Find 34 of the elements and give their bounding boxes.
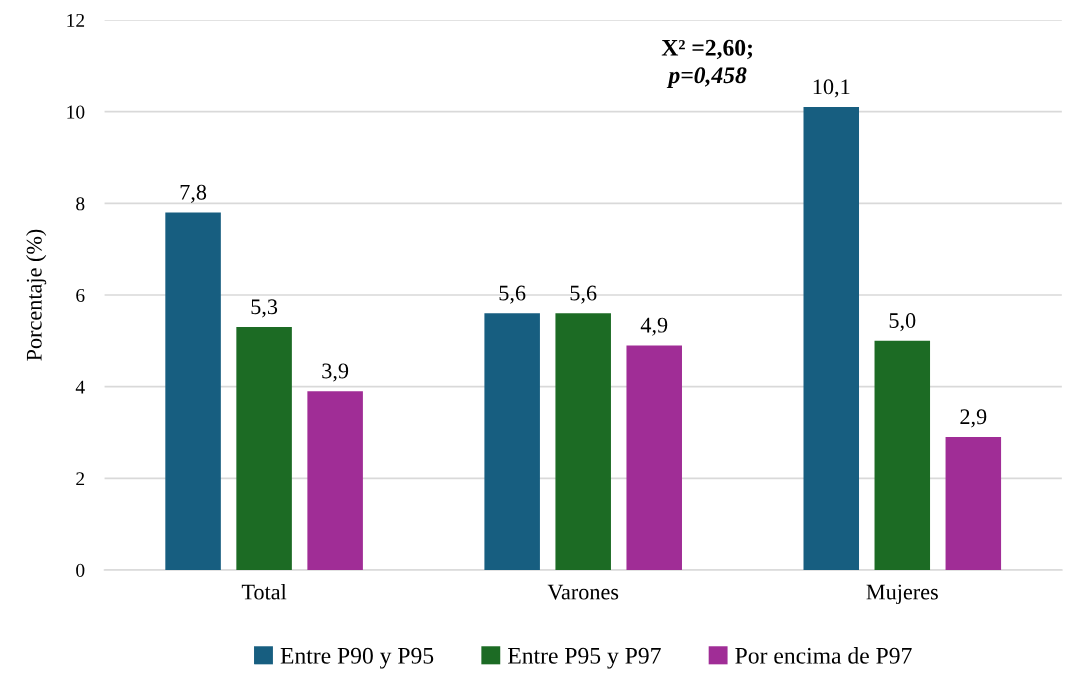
bar [803,107,860,571]
bar [626,345,682,571]
text: 5,0 [889,313,916,332]
y-tick-label: 0 [76,563,85,577]
text: 3,9 [322,363,349,382]
y-tick-label: 10 [67,105,85,119]
text: 7,8 [180,184,207,203]
bar [874,340,931,571]
bar [555,313,611,571]
bar [236,327,292,571]
bar [945,437,1002,571]
y-tick-label: 8 [76,197,85,211]
x-tick-label: Mujeres [866,584,938,605]
text: 10,1 [813,79,850,98]
y-tick-label: 6 [76,288,85,302]
y-axis-title: Porcentaje (%) [26,229,47,361]
text: 5,6 [499,285,526,304]
text: 5,3 [251,299,278,318]
y-tick-label: 4 [75,380,85,394]
annotation: X² =2,60; [661,39,753,60]
x-tick-label: Varones [547,584,619,600]
text: 4,9 [640,317,668,336]
text: 2,9 [960,409,987,428]
bar [484,313,540,571]
y-tick-label: 2 [76,472,85,486]
annotation: p=0,458 [666,67,747,89]
text: 5,6 [570,285,597,304]
legend-label: Por encima de P97 [735,647,912,664]
y-tick-label: 12 [67,13,85,27]
legend-label: Entre P95 y P97 [508,647,661,669]
legend-label: Entre P90 y P95 [280,647,434,669]
bar [165,212,221,571]
bar [307,391,363,571]
x-tick-label: Total [241,583,287,600]
